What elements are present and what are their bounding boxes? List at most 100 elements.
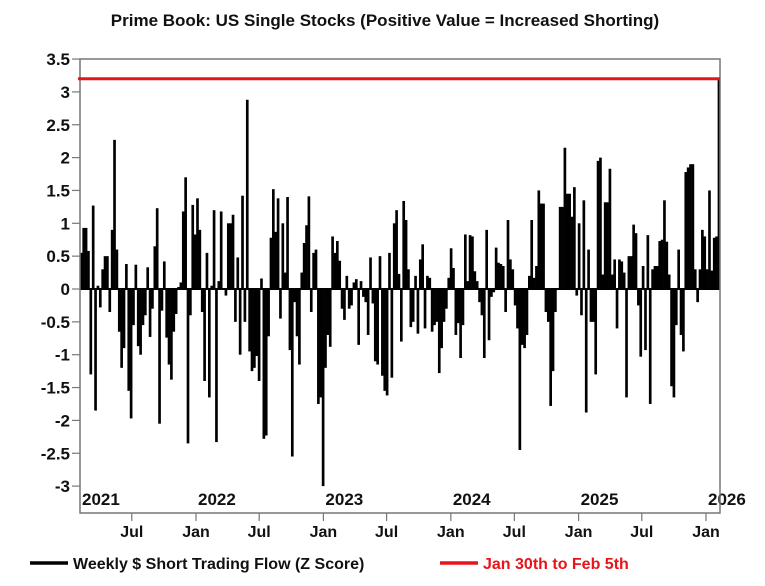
bar	[262, 289, 266, 439]
bar	[274, 231, 278, 289]
bar	[215, 289, 218, 443]
bar	[513, 289, 517, 306]
x-tick-label: Jan	[182, 524, 210, 541]
bar	[667, 274, 671, 289]
bar	[117, 289, 121, 332]
bar	[338, 260, 342, 289]
bar	[314, 249, 318, 289]
bar	[494, 247, 498, 289]
bar	[82, 227, 86, 289]
bar	[539, 203, 543, 289]
bar	[279, 289, 282, 319]
bar	[632, 224, 635, 289]
bar	[210, 285, 214, 289]
bar	[637, 289, 640, 306]
bar	[248, 289, 251, 352]
bar	[312, 252, 315, 289]
bar	[582, 200, 586, 289]
bar	[544, 289, 548, 312]
bar	[84, 227, 88, 289]
bar	[691, 164, 695, 289]
y-tick-label: 1	[61, 214, 70, 233]
bar	[499, 264, 503, 289]
bar	[518, 289, 522, 450]
bar	[125, 264, 128, 289]
legend-label-reference: Jan 30th to Feb 5th	[483, 556, 629, 573]
x-tick-label: Jan	[565, 524, 593, 541]
bar	[181, 211, 185, 289]
bar	[217, 281, 221, 289]
bar	[160, 289, 164, 311]
bar	[447, 277, 451, 289]
bar	[186, 289, 190, 444]
bar	[122, 289, 126, 349]
year-label: 2022	[198, 490, 236, 509]
legend-label-series: Weekly $ Short Trading Flow (Z Score)	[73, 556, 364, 573]
bar	[388, 252, 391, 289]
bar	[243, 289, 247, 322]
bar	[245, 99, 249, 289]
bar	[589, 289, 593, 322]
bar	[674, 289, 678, 326]
bar	[625, 289, 628, 398]
bar	[705, 269, 709, 289]
bar	[103, 256, 107, 289]
bar	[298, 289, 301, 365]
bar	[153, 246, 157, 289]
bar	[139, 289, 142, 355]
bar	[120, 289, 123, 368]
bar	[622, 272, 626, 289]
bar	[563, 147, 567, 289]
y-tick-label: -1.5	[41, 379, 70, 398]
bar	[366, 289, 370, 335]
bar	[295, 289, 299, 337]
bar	[281, 223, 285, 289]
bar	[113, 139, 116, 289]
bar	[381, 289, 384, 376]
bar	[331, 236, 334, 289]
bar	[648, 289, 652, 404]
bar	[599, 157, 602, 289]
bar	[324, 289, 327, 368]
bar	[537, 190, 541, 289]
bar	[696, 289, 699, 303]
bar	[288, 289, 292, 351]
bar	[203, 289, 206, 381]
bar	[260, 278, 263, 289]
bar	[530, 220, 534, 289]
bar	[501, 266, 505, 289]
bar	[333, 252, 337, 289]
bar	[165, 289, 168, 338]
chart-title: Prime Book: US Single Stocks (Positive V…	[111, 11, 659, 30]
bar	[551, 289, 555, 372]
bar	[449, 248, 453, 289]
bar	[272, 189, 275, 289]
bar	[404, 220, 408, 289]
bar	[234, 289, 237, 322]
year-label: 2024	[453, 490, 491, 509]
plot-frame	[79, 58, 721, 514]
bar	[423, 289, 427, 329]
bar	[497, 262, 500, 289]
bar	[646, 235, 650, 289]
bar	[658, 241, 662, 289]
bar	[656, 266, 659, 289]
x-tick-label: Jul	[248, 524, 271, 541]
bar	[708, 190, 711, 289]
bar	[96, 285, 100, 289]
y-tick-label: -0.5	[41, 313, 70, 332]
bar	[238, 289, 242, 355]
bar	[253, 289, 256, 368]
bar	[620, 261, 624, 289]
bar	[340, 289, 344, 309]
year-label: 2026	[708, 490, 746, 509]
bar	[115, 249, 119, 289]
bar	[224, 289, 228, 296]
y-tick-label: 1.5	[46, 181, 70, 200]
bar	[231, 214, 235, 289]
bar	[542, 203, 545, 289]
bar	[670, 289, 673, 387]
bar	[504, 289, 507, 312]
bar	[606, 202, 609, 289]
bars	[80, 78, 721, 487]
